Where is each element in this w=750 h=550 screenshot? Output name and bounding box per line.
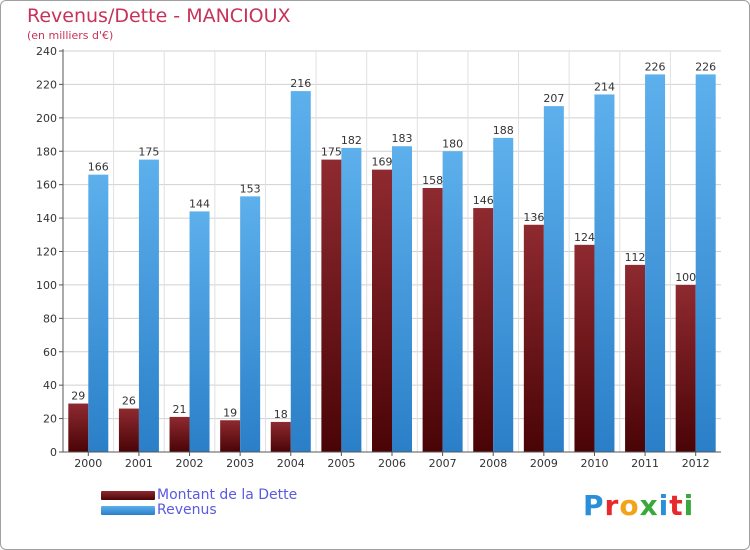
revenue-bar [240, 196, 261, 452]
revenue-data-label: 188 [493, 124, 514, 137]
revenue-data-label: 153 [240, 182, 261, 195]
x-tick-label: 2008 [479, 457, 507, 470]
debt-data-label: 136 [523, 211, 544, 224]
debt-data-label: 112 [625, 251, 646, 264]
logo-letter: o [619, 489, 640, 522]
debt-bar [68, 403, 89, 452]
logo-letter: t [669, 489, 684, 522]
x-tick-label: 2007 [429, 457, 457, 470]
revenue-data-label: 166 [88, 161, 109, 174]
y-tick-label: 160 [36, 179, 57, 192]
revenue-bar [138, 159, 159, 452]
x-tick-label: 2006 [378, 457, 406, 470]
y-tick-label: 180 [36, 145, 57, 158]
debt-bar [220, 420, 241, 452]
revenue-data-label: 226 [645, 60, 666, 73]
revenue-bar [392, 146, 412, 453]
y-tick-label: 40 [43, 379, 57, 392]
legend-label-debt: Montant de la Dette [157, 487, 298, 503]
x-tick-label: 2010 [580, 457, 608, 470]
y-tick-label: 20 [43, 413, 57, 426]
revenue-data-label: 207 [543, 92, 564, 105]
logo-letter: i [658, 489, 670, 522]
x-tick-label: 2000 [74, 457, 102, 470]
x-tick-label: 2009 [530, 457, 558, 470]
debt-data-label: 29 [71, 390, 85, 403]
legend-swatch-debt [101, 490, 155, 500]
x-tick-label: 2011 [631, 457, 659, 470]
revenue-bar [88, 174, 109, 452]
revenue-data-label: 144 [189, 197, 210, 210]
debt-data-label: 124 [574, 231, 595, 244]
debt-bar [625, 264, 646, 452]
debt-bar [422, 188, 443, 452]
debt-data-label: 146 [473, 194, 494, 207]
revenue-data-label: 175 [138, 146, 159, 159]
debt-data-label: 100 [675, 271, 696, 284]
y-tick-label: 200 [36, 112, 57, 125]
revenue-bar [341, 147, 362, 453]
revenue-data-label: 182 [341, 134, 362, 147]
y-tick-label: 100 [36, 279, 57, 292]
legend-item-debt: Montant de la Dette [101, 487, 297, 503]
debt-data-label: 18 [274, 408, 288, 421]
x-tick-label: 2003 [226, 457, 254, 470]
logo-letter: x [639, 489, 659, 522]
debt-bar [118, 408, 139, 452]
x-tick-label: 2001 [125, 457, 153, 470]
revenue-data-label: 226 [695, 60, 716, 73]
y-tick-label: 60 [43, 346, 57, 359]
debt-data-label: 158 [422, 174, 443, 187]
y-tick-label: 220 [36, 78, 57, 91]
logo-letter: P [583, 489, 605, 522]
logo-letter: i [683, 489, 695, 522]
y-tick-label: 120 [36, 246, 57, 259]
x-tick-label: 2012 [682, 457, 710, 470]
debt-bar [169, 416, 190, 452]
legend-item-revenue: Revenus [101, 502, 217, 518]
revenue-bar [645, 74, 666, 453]
debt-data-label: 21 [173, 403, 187, 416]
proxiti-logo: Proxiti [583, 489, 694, 522]
debt-data-label: 26 [122, 395, 136, 408]
legend-swatch-revenue [101, 505, 155, 515]
y-tick-label: 80 [43, 312, 57, 325]
revenue-bar [594, 94, 615, 453]
x-tick-label: 2005 [327, 457, 355, 470]
revenue-data-label: 216 [290, 77, 311, 90]
debt-bar [321, 159, 342, 452]
debt-data-label: 19 [223, 406, 237, 419]
debt-data-label: 169 [372, 156, 393, 169]
debt-bar [523, 224, 544, 452]
debt-bar [574, 244, 595, 452]
debt-bar [270, 421, 291, 452]
revenue-bar [442, 151, 463, 452]
debt-bar [675, 284, 696, 452]
debt-bar [372, 169, 392, 453]
revenue-data-label: 214 [594, 80, 615, 93]
y-tick-label: 140 [36, 212, 57, 225]
debt-bar [473, 208, 494, 452]
y-tick-label: 240 [36, 45, 57, 58]
revenue-data-label: 183 [392, 132, 413, 145]
chart-title: Revenus/Dette - MANCIOUX [27, 5, 291, 27]
x-tick-label: 2004 [277, 457, 305, 470]
x-tick-label: 2002 [176, 457, 204, 470]
revenue-bar [493, 137, 514, 452]
revenue-data-label: 180 [442, 137, 463, 150]
revenue-bar [695, 74, 716, 453]
revenue-bar [290, 91, 311, 452]
debt-data-label: 175 [321, 146, 342, 159]
legend-label-revenue: Revenus [157, 502, 217, 518]
chart-subtitle: (en milliers d'€) [27, 29, 114, 42]
revenue-bar [189, 211, 210, 452]
revenue-bar [543, 106, 564, 452]
y-tick-label: 0 [50, 446, 57, 459]
logo-letter: r [604, 489, 620, 522]
